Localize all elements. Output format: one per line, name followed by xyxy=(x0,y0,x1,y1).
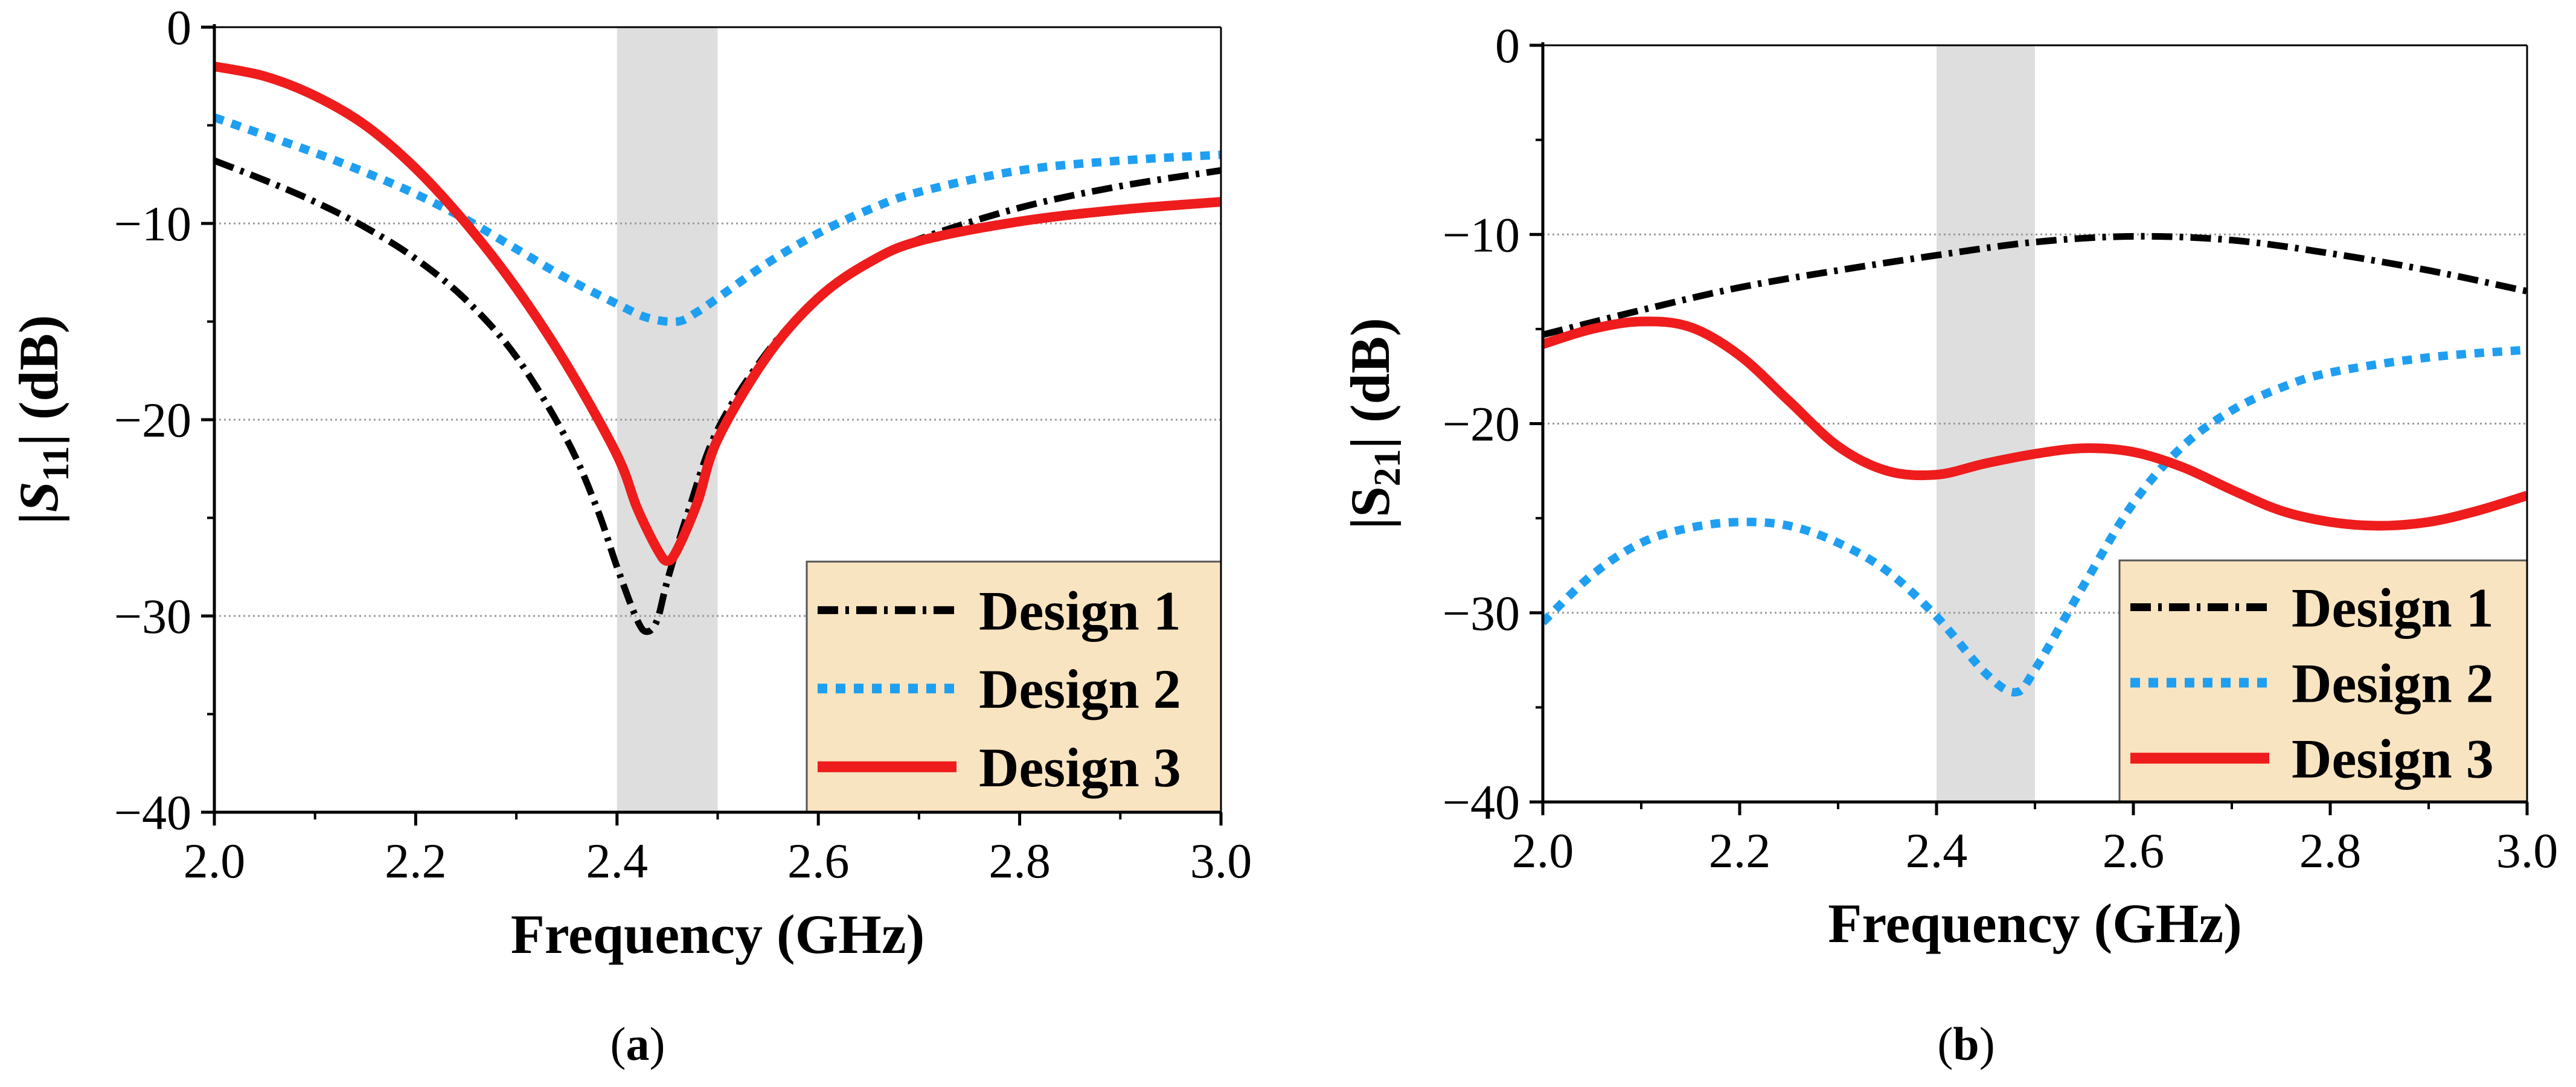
x-tick-label: 2.0 xyxy=(1512,823,1574,878)
x-axis-title: Frequency (GHz) xyxy=(1828,893,2242,954)
series-line-design-1 xyxy=(1543,232,2527,338)
y-tick-label: −10 xyxy=(1443,207,1520,262)
y-axis-title: |S21| (dB) xyxy=(1339,318,1408,530)
y-tick-label: −10 xyxy=(114,196,191,251)
legend-label: Design 3 xyxy=(2292,728,2494,790)
shaded-band xyxy=(617,27,718,812)
x-tick-label: 2.6 xyxy=(2103,823,2165,878)
x-tick-label: 2.2 xyxy=(385,833,447,888)
series-line-design-2 xyxy=(214,113,1221,326)
y-tick-label: −20 xyxy=(1443,397,1520,452)
x-axis-title: Frequency (GHz) xyxy=(511,903,925,965)
series-line-design-2 xyxy=(1543,345,2527,697)
shaded-band xyxy=(1937,45,2035,802)
x-tick-label: 2.8 xyxy=(988,833,1051,888)
x-tick-label: 2.4 xyxy=(1906,823,1968,878)
x-tick-label: 2.8 xyxy=(2299,823,2362,878)
panel-caption: (a) xyxy=(610,1018,665,1070)
x-tick-label: 2.2 xyxy=(1709,823,1771,878)
legend-label: Design 3 xyxy=(979,737,1181,798)
legend-label: Design 1 xyxy=(2292,577,2494,639)
y-axis-title: |S11| (dB) xyxy=(8,315,77,524)
y-tick-label: 0 xyxy=(1495,18,1520,73)
panel-caption: (b) xyxy=(1937,1018,1994,1070)
x-tick-label: 2.4 xyxy=(586,833,649,888)
series-line-design-3 xyxy=(1543,316,2527,531)
x-tick-label: 2.0 xyxy=(184,833,246,888)
x-tick-label: 3.0 xyxy=(1190,833,1252,888)
y-tick-label: −40 xyxy=(114,785,191,840)
x-tick-label: 3.0 xyxy=(2496,823,2558,878)
chart-panel-b: Design 1 Design 2 Design 3 2.0 2.2 2.4 2.6 2.8 3… xyxy=(1339,18,2558,1070)
legend-label: Design 1 xyxy=(979,580,1181,641)
legend-label: Design 2 xyxy=(2292,653,2494,714)
chart-panel-a: Design 1 Design 2 Design 3 2.0 2.2 2.4 2.6 2.8 3… xyxy=(8,0,1252,1070)
y-tick-label: −20 xyxy=(114,393,191,447)
y-tick-label: −30 xyxy=(1443,586,1520,641)
y-tick-label: −40 xyxy=(1443,775,1520,830)
series-line-design-3 xyxy=(214,62,1221,566)
x-tick-label: 2.6 xyxy=(787,833,850,888)
legend-label: Design 2 xyxy=(979,658,1181,720)
y-tick-label: 0 xyxy=(167,0,191,55)
y-tick-label: −30 xyxy=(114,589,191,644)
